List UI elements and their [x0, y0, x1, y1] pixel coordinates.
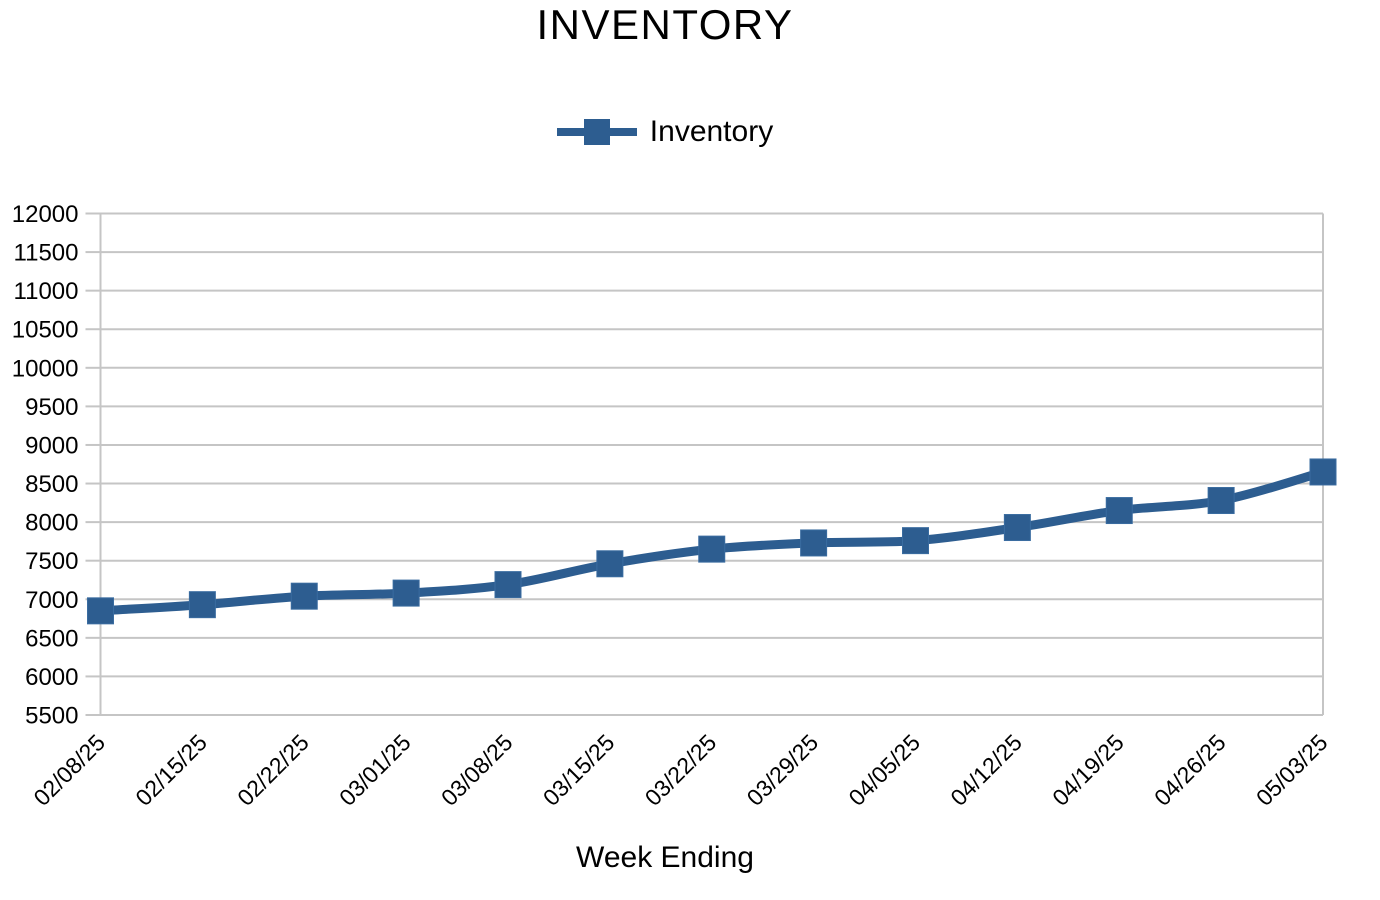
y-tick-label: 11000: [14, 278, 79, 305]
legend: Inventory: [0, 112, 1330, 152]
y-tick-label: 5500: [25, 703, 78, 730]
x-tick-label: 03/08/25: [436, 729, 518, 811]
data-point-marker: [1309, 458, 1337, 486]
y-tick-label: 9500: [25, 394, 78, 421]
data-point-marker: [290, 582, 318, 610]
data-point-marker: [596, 550, 624, 578]
data-point-marker: [800, 529, 828, 557]
legend-line-marker-icon: [556, 119, 637, 145]
y-tick-label: 8000: [25, 510, 78, 537]
data-point-marker: [87, 597, 114, 625]
x-tick-label: 03/29/25: [741, 729, 823, 811]
x-axis-title: Week Ending: [576, 841, 754, 874]
legend-square-swatch: [583, 119, 610, 145]
x-tick-label: 02/15/25: [130, 729, 212, 811]
x-tick-label: 03/22/25: [640, 729, 722, 811]
y-tick-label: 6500: [25, 625, 78, 652]
y-tick-label: 6000: [25, 664, 78, 691]
y-tick-label: 10500: [12, 317, 79, 344]
y-tick-label: 11500: [14, 240, 79, 267]
y-tick-label: 9000: [25, 432, 78, 459]
x-tick-label: 05/03/25: [1251, 729, 1333, 811]
x-tick-label: 04/26/25: [1149, 729, 1231, 811]
x-tick-label: 02/22/25: [232, 729, 314, 811]
data-point-marker: [1105, 497, 1133, 525]
data-point-marker: [1003, 514, 1031, 542]
chart-title: INVENTORY: [536, 1, 794, 48]
x-tick-label: 03/01/25: [334, 729, 416, 811]
data-point-marker: [902, 527, 929, 555]
data-point-marker: [392, 579, 420, 607]
y-tick-label: 7500: [25, 548, 78, 575]
y-tick-label: 8500: [25, 471, 78, 498]
data-point-marker: [494, 571, 522, 599]
x-tick-label: 04/12/25: [945, 729, 1027, 811]
x-tick-label: 04/05/25: [843, 729, 925, 811]
y-tick-label: 10000: [12, 355, 79, 382]
legend-label: Inventory: [649, 115, 774, 148]
data-point-marker: [698, 535, 726, 563]
y-tick-label: 7000: [25, 587, 78, 614]
data-point-marker: [1207, 487, 1235, 515]
x-tick-label: 02/08/25: [28, 729, 110, 811]
x-tick-label: 04/19/25: [1047, 729, 1129, 811]
y-tick-label: 12000: [12, 201, 79, 228]
data-point-marker: [188, 591, 216, 619]
x-tick-label: 03/15/25: [538, 729, 620, 811]
